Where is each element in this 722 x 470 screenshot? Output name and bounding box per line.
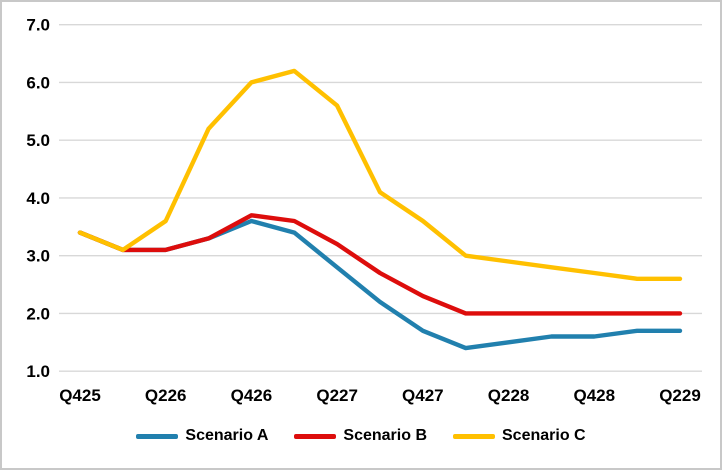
x-tick-label: Q427	[402, 386, 444, 405]
x-tick-label: Q426	[231, 386, 273, 405]
x-tick-label: Q228	[488, 386, 530, 405]
series-line-scenario-c	[77, 68, 683, 281]
y-tick-label: 2.0	[26, 304, 50, 323]
x-tick-label: Q226	[145, 386, 187, 405]
x-tick-label: Q229	[659, 386, 701, 405]
x-tick-label: Q428	[573, 386, 615, 405]
legend-item-scenario-c: Scenario C	[453, 427, 586, 445]
legend-swatch-scenario-c	[453, 433, 495, 439]
legend-label-scenario-b: Scenario B	[343, 427, 427, 444]
legend-swatch-scenario-b	[294, 433, 337, 439]
x-tick-label: Q227	[316, 386, 358, 405]
legend-label-scenario-c: Scenario C	[502, 427, 586, 444]
legend-swatch-scenario-a	[136, 433, 179, 439]
y-tick-label: 4.0	[26, 189, 50, 208]
y-tick-label: 7.0	[26, 16, 50, 35]
y-tick-label: 5.0	[26, 131, 50, 150]
y-tick-label: 1.0	[26, 362, 50, 381]
legend: Scenario A Scenario B Scenario C	[2, 422, 720, 450]
x-tick-label: Q425	[59, 386, 101, 405]
legend-label-scenario-a: Scenario A	[185, 427, 269, 444]
legend-item-scenario-a: Scenario A	[136, 427, 268, 445]
legend-item-scenario-b: Scenario B	[294, 427, 427, 445]
series-line-scenario-a	[77, 218, 683, 351]
y-tick-label: 6.0	[26, 73, 50, 92]
series-line-scenario-b	[77, 213, 683, 316]
y-tick-label: 3.0	[26, 247, 50, 266]
